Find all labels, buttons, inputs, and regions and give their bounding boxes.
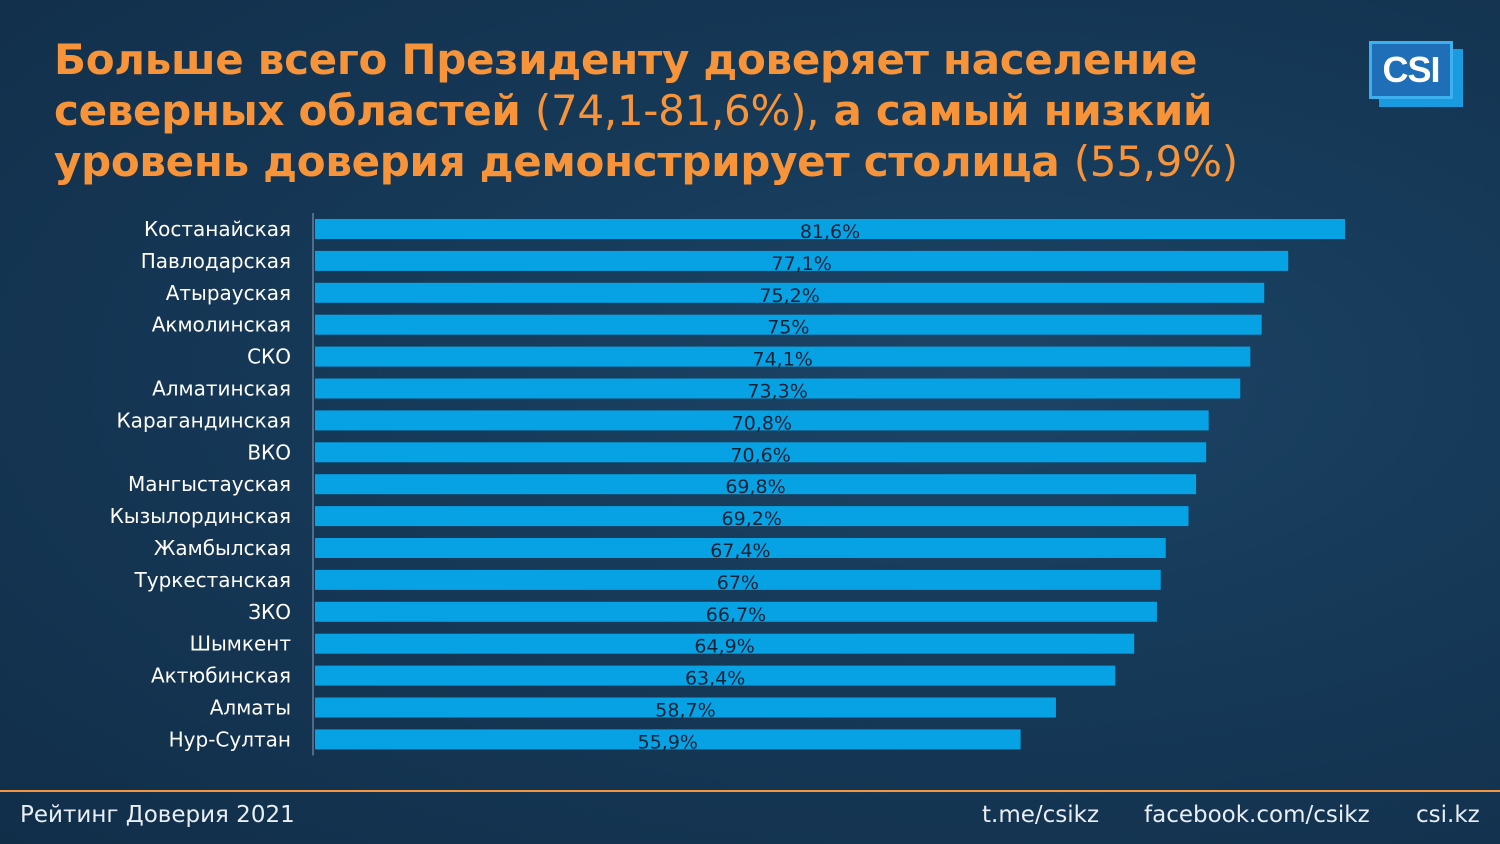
footer-telegram-link[interactable]: t.me/csikz [982,802,1100,828]
bar [315,729,1021,750]
category-label: Нур-Султан [169,727,291,751]
category-label: Карагандинская [116,408,291,432]
bar [315,378,1241,399]
title-line1: Больше всего Президенту доверяет населен… [54,35,1198,84]
category-label: Актюбинская [151,664,291,688]
category-label: Алматинская [152,377,291,401]
bar [315,282,1265,303]
data-label: 81,6% [800,221,860,243]
category-label: Алматы [210,696,291,720]
bar [315,346,1251,367]
footer-facebook-link[interactable]: facebook.com/csikz [1144,802,1370,828]
category-label: СКО [247,345,291,369]
category-label: Костанайская [144,217,291,241]
data-label: 75% [767,317,809,339]
bar [315,538,1166,558]
bar [315,569,1161,590]
data-label: 58,7% [655,700,715,722]
data-label: 73,3% [747,381,807,403]
data-label: 75,2% [759,285,819,307]
footer-rating-title: Рейтинг Доверия 2021 [20,802,295,828]
data-label: 70,6% [730,444,790,466]
category-label: Жамбылская [154,536,291,560]
category-label: Туркестанская [134,568,291,592]
bar [315,410,1209,431]
logo-mark: CSI [1369,41,1453,99]
bar [315,474,1197,495]
data-label: 69,2% [722,508,782,530]
bar [315,665,1116,686]
bar [315,506,1189,527]
data-label: 64,9% [694,636,754,658]
footer-divider [0,790,1500,792]
title-line2-range: (74,1-81,6%), [534,86,820,135]
data-label: 55,9% [638,731,698,753]
category-label: Шымкент [190,632,292,656]
category-label: ВКО [247,440,291,464]
title-line3: уровень доверия демонстрирует столица [54,137,1060,186]
title-line2: северных областей [54,86,521,135]
title-line2-tail: а самый низкий [833,86,1213,135]
csi-logo: CSI [1369,41,1463,107]
category-label: Атырауская [166,281,291,305]
bar [315,314,1262,335]
category-label: Акмолинская [152,313,291,337]
category-label: Павлодарская [141,249,291,273]
data-label: 74,1% [752,349,812,371]
category-label: Кызылординская [110,504,291,528]
data-label: 67,4% [710,540,770,562]
footer-website-link[interactable]: csi.kz [1416,802,1480,828]
data-label: 70,8% [732,412,792,434]
bar [315,442,1207,463]
data-label: 77,1% [771,253,831,275]
category-label: ЗКО [248,600,291,624]
bar [315,219,1345,239]
category-label: Мангыстауская [128,472,291,496]
bar [315,633,1135,654]
data-label: 69,8% [725,476,785,498]
data-label: 66,7% [706,604,766,626]
bar-chart: Костанайская 81,6% Павлодарская 77,1% Атырау… [110,213,1345,756]
bar [315,697,1056,718]
data-label: 63,4% [685,668,745,690]
chart-title: Больше всего Президенту доверяет населен… [54,34,1304,187]
bar [315,250,1289,271]
bar [315,601,1157,622]
title-line3-value: (55,9%) [1073,137,1238,186]
data-label: 67% [717,572,759,594]
